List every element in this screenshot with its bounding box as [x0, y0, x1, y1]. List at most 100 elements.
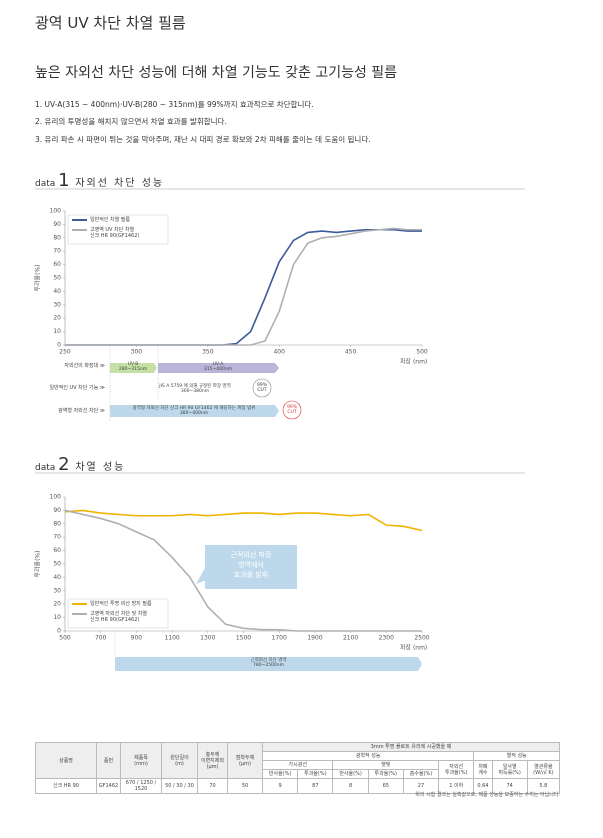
band-label: 광역형 자외선 차단 ≫	[58, 408, 105, 414]
cut: 99% CUT	[286, 405, 297, 415]
point: 1. UV-A(315 ~ 400nm)·UV-B(280 ~ 315nm)를 …	[35, 100, 314, 109]
point: 2. 유리의 투명성을 해치지 않으면서 차열 효과를 발휘합니다.	[35, 117, 227, 126]
section-head: data 2 차열 성능	[35, 454, 125, 475]
th: 일사열 취득률(%)	[491, 760, 528, 779]
th: 3mm 투명 플로트 유리에 시공했을 때	[262, 742, 560, 752]
x-axis-label: 파장 (nm)	[400, 358, 427, 366]
y-tick-label: 40	[53, 574, 61, 581]
th: 가시광선	[261, 760, 334, 770]
y-tick-label: 20	[53, 601, 61, 608]
y-tick-label: 60	[53, 547, 61, 554]
y-tick-label: 20	[53, 315, 61, 322]
x-tick-label: 1700	[272, 635, 287, 642]
th: 점착두께 (μm)	[227, 742, 263, 779]
legend-label: 고영역 UV 차단 차열 신크 HR 90(GF1462)	[90, 227, 140, 239]
y-tick-label: 40	[53, 288, 61, 295]
cell: 9	[261, 778, 299, 794]
y-tick-label: 10	[53, 328, 61, 335]
cell: 0.64	[473, 778, 493, 794]
th: 원단길이 (m)	[161, 742, 198, 779]
cell: 50 / 30 / 30	[161, 778, 198, 794]
y-tick-label: 90	[53, 507, 61, 514]
band: 광역형 자외선 차단 신크 HR 90 GF1462 에 해당하는 파장 범위 …	[132, 406, 256, 416]
num: 2	[58, 454, 70, 475]
x-tick-label: 700	[95, 635, 107, 642]
line	[64, 509, 422, 632]
cut: 99% CUT	[256, 383, 267, 393]
y-tick-label: 70	[53, 534, 61, 541]
y-tick-label: 100	[50, 494, 62, 501]
point: 3. 유리 파손 시 파편이 튀는 것을 막아주며, 재난 시 대피 경로 확보…	[35, 135, 371, 144]
legend-label: 일반적인 투명 비산 방지 필름	[90, 601, 152, 607]
x-tick-label: 1500	[236, 635, 251, 642]
x-tick-label: 350	[202, 349, 214, 356]
y-axis-label: 투과율(%)	[34, 551, 42, 578]
band-label: 자외선의 파장대 ≫	[64, 363, 105, 369]
th: 반사율(%)	[261, 769, 299, 779]
band: JIS A 5759 에 의해 규정된 파장 영역 300~380nm	[159, 384, 231, 394]
x-tick-label: 1300	[200, 635, 215, 642]
th: 광학적 성능	[261, 751, 475, 761]
x-tick-label: 2300	[379, 635, 394, 642]
spec-table: 상품명 품번 제품폭 (mm) 원단길이 (m) 총두께 이면지제외 (μm) …	[35, 742, 561, 794]
y-tick-label: 90	[53, 221, 61, 228]
section-head: data 1 자외선 차단 성능	[35, 170, 164, 191]
x-tick-label: 500	[59, 635, 71, 642]
y-tick-label: 50	[53, 561, 61, 568]
y-tick-label: 100	[50, 208, 62, 215]
line	[65, 227, 422, 346]
line	[65, 228, 422, 346]
legend-label: 고영역 자외선 차단 및 차열 신크 HR 90(GF1462)	[90, 611, 147, 623]
x-tick-label: 2500	[414, 635, 429, 642]
cell: 50	[227, 778, 263, 794]
x-tick-label: 1100	[164, 635, 179, 642]
y-axis-label: 투과율(%)	[34, 265, 42, 292]
line	[64, 509, 423, 532]
prefix: data	[35, 179, 56, 189]
band: UV-A 315~400nm	[203, 362, 233, 372]
band: UV-B 280~315nm	[118, 362, 148, 372]
callout: 근적외선 파장 영역에서 효과를 발휘	[230, 551, 272, 579]
th: 햇빛	[332, 760, 440, 770]
cell: GF1462	[96, 778, 121, 794]
y-tick-label: 70	[53, 248, 61, 255]
th: 차폐 계수	[473, 760, 493, 779]
th: 열적 성능	[473, 751, 560, 761]
x-tick-label: 900	[131, 635, 143, 642]
y-tick-label: 0	[57, 628, 61, 635]
th: 제품폭 (mm)	[120, 742, 162, 779]
x-tick-label: 2100	[343, 635, 358, 642]
th: 반사율(%)	[332, 769, 369, 779]
th: 열관류율 (W/㎡ K)	[526, 760, 561, 779]
cell: 70	[197, 778, 228, 794]
y-tick-label: 50	[53, 275, 61, 282]
legend-label: 일반적인 차열 필름	[90, 217, 130, 223]
th: 흡수율(%)	[402, 769, 440, 779]
x-tick-label: 1900	[307, 635, 322, 642]
th: 상품명	[35, 742, 97, 779]
th: 자외선 투과율(%)	[438, 760, 475, 779]
y-tick-label: 10	[53, 614, 61, 621]
y-tick-label: 60	[53, 261, 61, 268]
x-tick-label: 500	[416, 349, 428, 356]
title: 광역 UV 차단 차열 필름	[35, 14, 186, 32]
section-title: 자외선 차단 성능	[75, 178, 165, 189]
x-axis-label: 파장 (nm)	[400, 644, 427, 652]
note: 위의 시험 결과는 실측값으로, 제품 성능을 보증하는 수치는 아닙니다.	[415, 792, 560, 798]
y-tick-label: 30	[53, 587, 61, 594]
y-tick-label: 80	[53, 520, 61, 527]
num: 1	[58, 170, 70, 191]
th: 품번	[96, 742, 121, 779]
x-tick-label: 450	[345, 349, 357, 356]
section-title: 차열 성능	[75, 462, 126, 473]
y-tick-label: 30	[53, 301, 61, 308]
th: 투과율(%)	[297, 769, 334, 779]
y-tick-label: 0	[57, 342, 61, 349]
cell: 670 / 1250 / 1520	[120, 778, 162, 794]
band: 근적외선 차단 영역 780~2500nm	[250, 658, 287, 668]
th: 총두께 이면지제외 (μm)	[197, 742, 228, 779]
y-tick-label: 80	[53, 234, 61, 241]
x-tick-label: 300	[131, 349, 143, 356]
